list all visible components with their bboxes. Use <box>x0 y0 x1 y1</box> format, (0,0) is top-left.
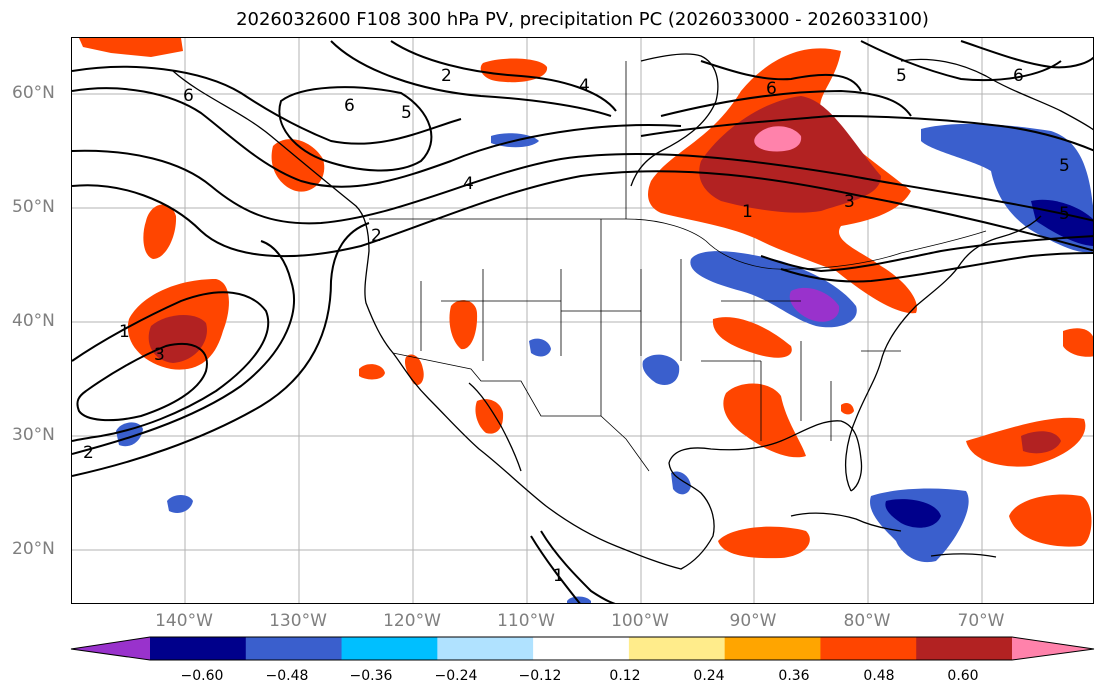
contour-label: 2 <box>83 443 94 463</box>
precip-blob <box>718 526 810 559</box>
contour-label: 2 <box>441 66 452 86</box>
contour-label: 6 <box>1013 66 1024 86</box>
precip-blob <box>143 204 177 259</box>
precip-blob <box>79 38 183 57</box>
precip-blob <box>567 596 591 603</box>
colorbar-extend-low <box>71 637 150 660</box>
precip-blob <box>148 315 207 363</box>
contour-label: 4 <box>463 174 474 194</box>
precip-blob <box>699 96 881 213</box>
precip-blob <box>271 139 325 192</box>
pv-contours <box>72 40 1093 603</box>
precip-blob <box>404 354 424 386</box>
colorbar-tick: 0.60 <box>947 668 979 684</box>
precip-blob <box>1021 431 1061 454</box>
contour-label: 5 <box>1059 204 1070 224</box>
colorbar-cell <box>533 637 630 660</box>
lon-label-110w: 110°W <box>497 611 555 631</box>
colorbar-tick: −0.36 <box>349 668 393 684</box>
colorbar-extend-high <box>1012 637 1094 660</box>
lat-label-30n: 30°N <box>12 425 55 445</box>
colorbar-tick: −0.48 <box>265 668 309 684</box>
colorbar-tick: 0.48 <box>863 668 895 684</box>
lon-label-90w: 90°W <box>729 611 777 631</box>
contour-label: 1 <box>119 322 130 342</box>
lon-label-130w: 130°W <box>269 611 327 631</box>
contour-label: 4 <box>579 76 590 96</box>
contour-label: 6 <box>344 96 355 116</box>
precip-blob <box>529 338 551 357</box>
contour-label: 1 <box>553 566 564 586</box>
contour-label: 2 <box>371 226 382 246</box>
colorbar-tick: −0.60 <box>180 668 224 684</box>
precip-blob <box>789 287 840 322</box>
colorbar-cell <box>437 637 534 660</box>
colorbar-tick: 0.24 <box>693 668 725 684</box>
coastlines <box>172 53 1093 570</box>
contour-label: 1 <box>742 202 753 222</box>
contour-label: 3 <box>844 192 855 212</box>
precipitation-shading <box>79 38 1093 603</box>
lon-label-100w: 100°W <box>611 611 669 631</box>
contour-label: 5 <box>896 66 907 86</box>
lon-label-140w: 140°W <box>155 611 213 631</box>
precip-blob <box>754 126 802 152</box>
colorbar-tick: −0.24 <box>434 668 478 684</box>
precip-blob <box>642 354 680 386</box>
colorbar-outline <box>70 636 1095 661</box>
colorbar-tick: −0.12 <box>518 668 562 684</box>
map-panel: 6 5 2 4 6 5 5 6 4 3 1 2 1 3 2 1 5 6 <box>71 37 1094 604</box>
political-borders <box>369 61 987 472</box>
contour-labels: 6 5 2 4 6 5 5 6 4 3 1 2 1 3 2 1 5 6 <box>83 66 1070 586</box>
lon-label-120w: 120°W <box>383 611 441 631</box>
contour-label: 5 <box>1059 156 1070 176</box>
colorbar-cell <box>820 637 917 660</box>
precip-blob <box>167 495 193 513</box>
lat-label-40n: 40°N <box>12 311 55 331</box>
contour-label: 3 <box>154 345 165 365</box>
map-canvas: 6 5 2 4 6 5 5 6 4 3 1 2 1 3 2 1 5 6 <box>72 38 1093 603</box>
precip-blob <box>359 364 385 380</box>
lat-label-20n: 20°N <box>12 539 55 559</box>
lat-label-50n: 50°N <box>12 197 55 217</box>
contour-label: 6 <box>183 86 194 106</box>
precip-blob <box>841 403 854 415</box>
colorbar-cell <box>341 637 438 660</box>
lon-label-70w: 70°W <box>957 611 1005 631</box>
colorbar-cell <box>628 637 726 660</box>
colorbar-cells <box>71 637 1094 660</box>
precip-blob <box>1063 328 1093 357</box>
colorbar-cell <box>724 637 821 660</box>
precip-blob <box>1009 494 1092 547</box>
colorbar-tick: 0.36 <box>778 668 810 684</box>
contour-label: 5 <box>401 103 412 123</box>
contour-label: 6 <box>766 79 777 99</box>
precip-blob <box>885 499 941 528</box>
lon-label-80w: 80°W <box>843 611 891 631</box>
precip-blob <box>712 317 792 358</box>
colorbar-cell <box>245 637 343 660</box>
precip-blob <box>449 300 478 350</box>
precip-blob <box>475 399 504 434</box>
lat-label-60n: 60°N <box>12 83 55 103</box>
map-title: 2026032600 F108 300 hPa PV, precipitatio… <box>236 9 929 30</box>
colorbar-cell <box>916 637 1013 660</box>
colorbar-cell <box>150 637 247 660</box>
colorbar-tick: 0.12 <box>609 668 641 684</box>
precip-blob <box>671 471 691 495</box>
